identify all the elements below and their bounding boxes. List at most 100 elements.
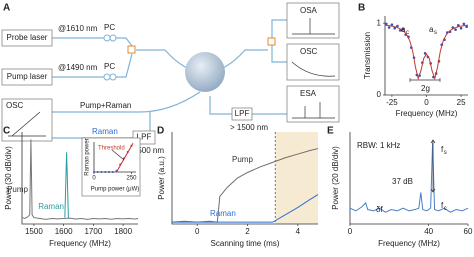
x-axis-label: Frequency (MHz) bbox=[378, 239, 440, 248]
annotation: f bbox=[441, 201, 444, 210]
annotation: 37 dB bbox=[392, 177, 413, 186]
icon bbox=[292, 102, 335, 119]
signal-label: Raman bbox=[92, 127, 118, 136]
pc bbox=[103, 34, 111, 42]
series-label: Raman bbox=[210, 209, 236, 218]
chart: 1500 1600 1700 1800 Pump Raman C Frequency (MHz… bbox=[3, 126, 139, 248]
lpf-box bbox=[231, 107, 253, 121]
axis bbox=[21, 132, 138, 225]
point bbox=[104, 171, 107, 173]
coupler bbox=[127, 45, 136, 54]
x-tick-label: 40 bbox=[424, 227, 433, 236]
series-line bbox=[116, 143, 134, 173]
series-label: Raman bbox=[38, 202, 64, 211]
annotation: a bbox=[401, 25, 406, 34]
osc-box bbox=[1, 98, 53, 142]
instrument-box bbox=[286, 2, 340, 39]
x-tick-label: 0 bbox=[424, 98, 429, 107]
point bbox=[108, 171, 110, 173]
point bbox=[387, 26, 391, 29]
x-tick-label: 1800 bbox=[114, 227, 132, 236]
wavelength: @1490 nm bbox=[58, 63, 98, 72]
pc-label: PC bbox=[104, 62, 115, 71]
lpf-cutoff: > 1500 nm bbox=[126, 146, 164, 155]
series-line bbox=[64, 152, 69, 218]
annotation-sub: c bbox=[444, 206, 447, 212]
microsphere bbox=[185, 52, 225, 92]
x-axis-label: Pump power (μW) bbox=[91, 187, 139, 193]
x-tick-label: -25 bbox=[386, 98, 398, 107]
annotation: a bbox=[429, 25, 434, 34]
x-tick-label: 1700 bbox=[84, 227, 102, 236]
arrow bbox=[111, 149, 125, 161]
point bbox=[390, 23, 394, 26]
coupler bbox=[267, 37, 276, 46]
icon bbox=[292, 18, 335, 35]
series-line bbox=[349, 142, 469, 213]
arrow bbox=[430, 139, 436, 193]
point bbox=[462, 22, 466, 26]
annotation: 2g bbox=[421, 84, 430, 93]
point bbox=[457, 24, 460, 27]
chart: 0 250 Threshold Pump power (μW) Raman power bbox=[81, 137, 141, 197]
y-axis-label: Power (20 dB/div) bbox=[331, 146, 340, 210]
setup-diagram: A Probe laser Pump laser @1610 nm @1490 … bbox=[1, 2, 340, 155]
series-line bbox=[384, 24, 469, 81]
laser-label: Probe laser bbox=[7, 33, 48, 42]
laser-label: Pump laser bbox=[7, 72, 48, 81]
lpf-cutoff: > 1500 nm bbox=[230, 123, 268, 132]
point bbox=[385, 22, 388, 26]
series-label: Pump bbox=[7, 185, 28, 194]
panel-label: B bbox=[358, 3, 365, 14]
arrow bbox=[409, 78, 441, 82]
x-tick-label: 25 bbox=[457, 98, 466, 107]
axis bbox=[171, 132, 318, 225]
annotation-sub: s bbox=[434, 30, 437, 36]
y-tick-label: 0 bbox=[377, 90, 382, 99]
point bbox=[93, 171, 95, 173]
point bbox=[111, 171, 114, 173]
point bbox=[396, 24, 399, 28]
annotation: RBW: 1 kHz bbox=[357, 141, 400, 150]
pc bbox=[109, 34, 117, 42]
laser-box bbox=[1, 68, 53, 86]
x-tick-label: 0 bbox=[348, 227, 353, 236]
x-tick-label: 2 bbox=[245, 227, 250, 236]
series-line bbox=[21, 139, 139, 220]
x-axis-label: Frequency (MHz) bbox=[49, 239, 111, 248]
lpf-label: LPF bbox=[137, 133, 152, 142]
x-tick-label: 250 bbox=[126, 176, 137, 182]
annotation: δf bbox=[376, 205, 383, 214]
point bbox=[454, 28, 457, 31]
pc-label: PC bbox=[104, 23, 115, 32]
icon bbox=[291, 61, 336, 77]
y-axis-label: Transmission bbox=[363, 32, 372, 79]
pc bbox=[109, 73, 117, 81]
lpf-label: LPF bbox=[235, 109, 250, 118]
x-tick-label: 60 bbox=[464, 227, 473, 236]
annotation: f bbox=[441, 145, 444, 154]
y-tick-label: 1 bbox=[377, 18, 382, 27]
point bbox=[465, 25, 468, 29]
point bbox=[100, 171, 103, 173]
x-tick-label: 0 bbox=[195, 227, 200, 236]
panel-label: E bbox=[327, 126, 334, 137]
y-axis-label: Raman power bbox=[85, 138, 91, 175]
x-tick-label: 4 bbox=[296, 227, 301, 236]
wavelength: @1610 nm bbox=[58, 24, 98, 33]
y-axis-label: Power (a.u.) bbox=[157, 156, 166, 200]
point bbox=[459, 26, 463, 30]
x-tick-label: 0 bbox=[92, 176, 96, 182]
y-axis-label: Power (30 dB/div) bbox=[4, 146, 13, 210]
x-tick-label: 1600 bbox=[55, 227, 73, 236]
annotation-sub: c bbox=[406, 30, 409, 36]
x-tick-label: 1500 bbox=[25, 227, 43, 236]
x-axis-label: Frequency (MHz) bbox=[396, 109, 458, 118]
annotation-sub: s bbox=[444, 150, 447, 156]
shaded-region bbox=[275, 132, 318, 224]
x-axis-label: Scanning time (ms) bbox=[211, 239, 280, 248]
laser-box bbox=[1, 29, 53, 47]
series-label: Pump bbox=[232, 155, 253, 164]
